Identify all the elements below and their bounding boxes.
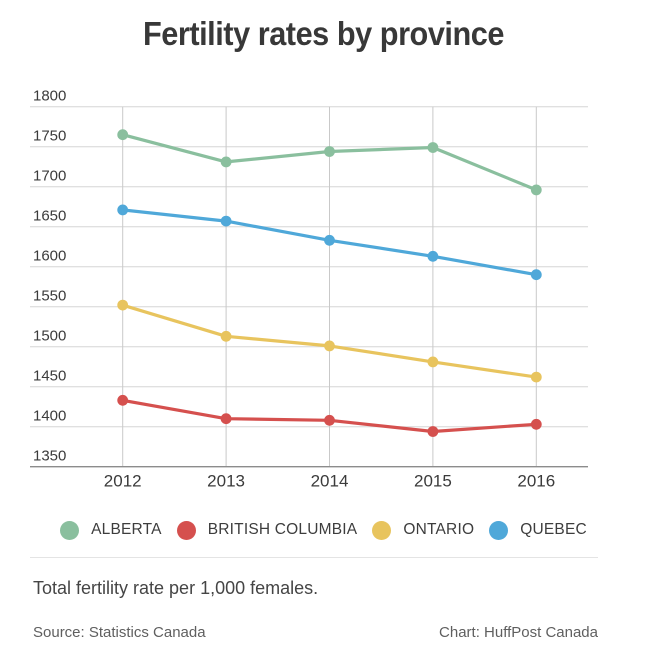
data-point-ontario [324, 340, 335, 352]
data-point-alberta [220, 156, 232, 168]
data-point-british-columbia [220, 413, 232, 425]
fertility-line-chart: 1800 1750 1700 1650 1600 1550 1500 1450 1400 1350… [30, 88, 588, 491]
data-point-british-columbia [324, 414, 335, 426]
data-point-ontario [530, 371, 542, 383]
data-point-alberta [117, 129, 129, 141]
chart-title: Fertility rates by province [143, 15, 504, 52]
y-tick-label: 1750 [33, 128, 66, 145]
legend-dot-alberta [60, 520, 80, 540]
x-tick-label: 2016 [517, 472, 555, 491]
y-tick-label: 1650 [33, 208, 66, 225]
data-point-british-columbia [530, 418, 542, 430]
chart-note: Total fertility rate per 1,000 females. [33, 578, 319, 598]
footer-divider [30, 557, 598, 558]
y-tick-label: 1700 [33, 168, 66, 185]
legend-dot-quebec [489, 520, 509, 540]
source-row: Source: Statistics Canada Chart: HuffPos… [33, 624, 598, 641]
data-point-quebec [117, 204, 129, 216]
data-point-ontario [117, 299, 129, 311]
data-point-ontario [220, 330, 232, 342]
x-tick-label: 2013 [207, 472, 245, 491]
x-tick-label: 2014 [311, 472, 349, 491]
data-point-alberta [324, 146, 335, 157]
legend-item-ontario: ONTARIO [372, 520, 475, 540]
y-tick-label: 1500 [33, 328, 66, 345]
data-point-quebec [427, 250, 439, 262]
data-point-british-columbia [427, 426, 439, 437]
y-tick-label: 1450 [33, 368, 66, 385]
data-point-ontario [427, 356, 439, 368]
legend-label-alberta: ALBERTA [91, 521, 162, 538]
credit-text: Chart: HuffPost Canada [439, 624, 598, 641]
data-point-alberta [427, 142, 439, 153]
legend-label-british-columbia: BRITISH COLUMBIA [207, 521, 358, 538]
legend-dot-british-columbia [176, 520, 196, 540]
legend-label-ontario: ONTARIO [403, 521, 475, 538]
y-tick-label: 1800 [33, 88, 66, 105]
legend-label-quebec: QUEBEC [520, 521, 587, 538]
data-point-alberta [530, 184, 542, 196]
x-tick-label: 2015 [414, 472, 452, 491]
x-tick-label: 2012 [104, 472, 142, 491]
source-text: Source: Statistics Canada [33, 624, 206, 641]
data-point-quebec [220, 215, 232, 227]
y-tick-label: 1600 [33, 248, 66, 265]
legend-item-alberta: ALBERTA [60, 520, 162, 540]
data-point-quebec [530, 269, 542, 281]
data-point-quebec [324, 234, 335, 246]
legend-item-british-columbia: BRITISH COLUMBIA [176, 520, 358, 540]
chart-legend: ALBERTA BRITISH COLUMBIA ONTARIO QUEBEC [0, 520, 647, 540]
legend-dot-ontario [372, 520, 392, 540]
data-point-british-columbia [117, 394, 129, 406]
legend-item-quebec: QUEBEC [489, 520, 587, 540]
y-tick-label: 1400 [33, 408, 66, 425]
y-tick-label: 1350 [33, 448, 66, 465]
y-tick-label: 1550 [33, 288, 66, 305]
